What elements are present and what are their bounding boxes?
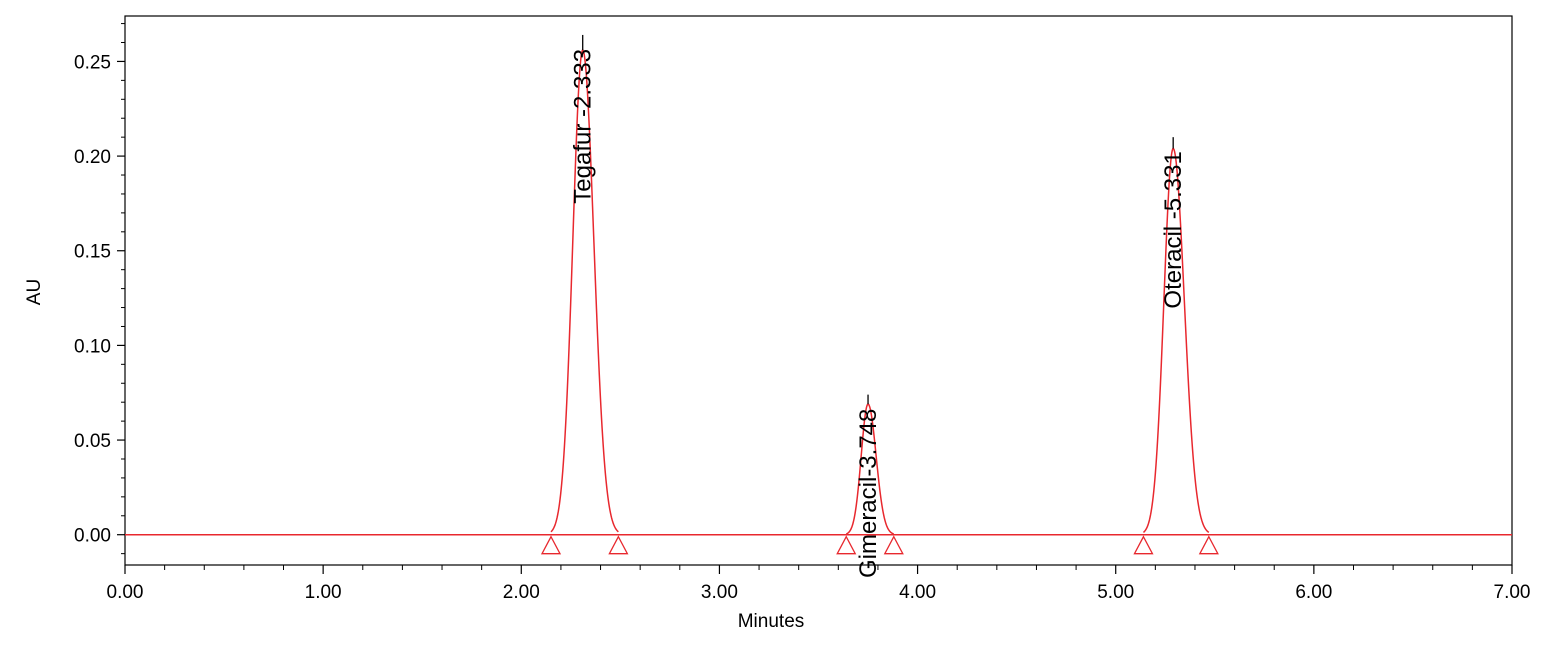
peak-curve bbox=[845, 403, 895, 535]
y-axis-label: AU bbox=[24, 279, 45, 305]
x-tick-label: 4.00 bbox=[899, 582, 936, 603]
peak-label: Oteracil -5.331 bbox=[1160, 151, 1187, 308]
x-tick-label: 5.00 bbox=[1097, 582, 1134, 603]
integration-marker bbox=[1198, 535, 1219, 555]
integration-marker bbox=[883, 535, 904, 555]
series-layer bbox=[125, 34, 1512, 555]
peak-labels: Tegafur -2.333 Gimeracil-3.748 Oteracil -5… bbox=[570, 49, 1187, 578]
integration-marker bbox=[540, 535, 562, 555]
peak-curve bbox=[550, 49, 619, 533]
x-tick-label: 1.00 bbox=[305, 582, 342, 603]
y-tick-label: 0.00 bbox=[74, 526, 111, 547]
x-tick-label: 7.00 bbox=[1494, 582, 1531, 603]
x-axis-label: Minutes bbox=[738, 611, 805, 632]
peak-curve bbox=[1142, 147, 1210, 534]
x-tick-label: 3.00 bbox=[701, 582, 738, 603]
integration-marker bbox=[608, 535, 629, 555]
x-tick-label: 6.00 bbox=[1295, 582, 1332, 603]
peak-label: Gimeracil-3.748 bbox=[855, 409, 882, 578]
y-tick-label: 0.05 bbox=[74, 431, 111, 452]
y-tick-label: 0.20 bbox=[74, 147, 111, 168]
x-tick-label: 2.00 bbox=[503, 582, 540, 603]
plot-frame bbox=[124, 15, 1513, 566]
integration-marker bbox=[1133, 535, 1154, 555]
x-tick-label: 0.00 bbox=[107, 582, 144, 603]
y-tick-label: 0.10 bbox=[74, 336, 111, 357]
y-tick-label: 0.15 bbox=[74, 242, 111, 263]
peak-label: Tegafur -2.333 bbox=[570, 49, 597, 204]
integration-marker bbox=[836, 535, 857, 555]
y-tick-label: 0.25 bbox=[74, 52, 111, 73]
axes: 0.00 1.00 2.00 3.00 4.00 5.00 6.00 7.00 0.00 0.05… bbox=[74, 23, 1531, 603]
